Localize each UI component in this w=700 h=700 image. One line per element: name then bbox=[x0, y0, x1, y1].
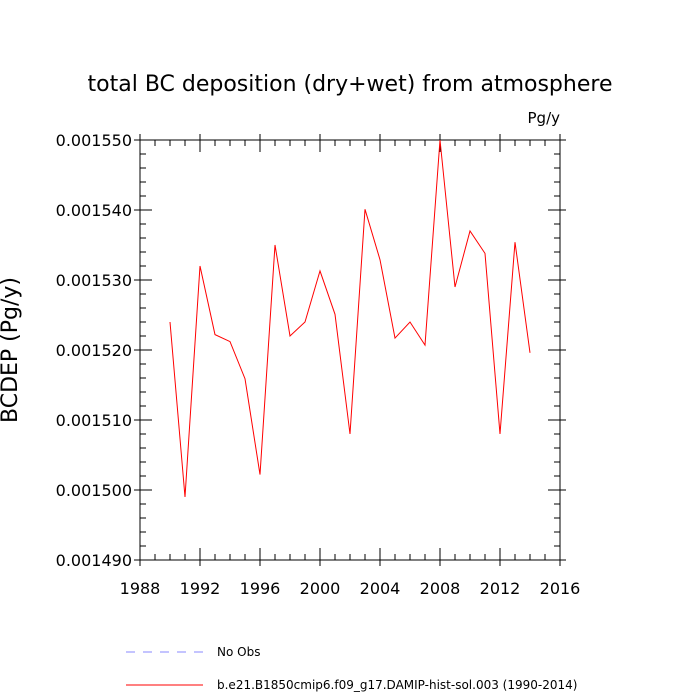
x-tick-label: 1996 bbox=[240, 579, 281, 598]
y-tick-label: 0.001540 bbox=[56, 201, 132, 220]
x-tick-label: 2016 bbox=[540, 579, 581, 598]
series-group bbox=[169, 139, 531, 498]
y-tick-label: 0.001500 bbox=[56, 481, 132, 500]
y-tick-label: 0.001510 bbox=[56, 411, 132, 430]
x-tick-label: 2012 bbox=[480, 579, 521, 598]
x-tick-label: 1992 bbox=[180, 579, 221, 598]
chart-title: total BC deposition (dry+wet) from atmos… bbox=[88, 72, 613, 97]
x-tick-label: 1988 bbox=[120, 579, 161, 598]
units-label: Pg/y bbox=[528, 109, 561, 127]
plot-frame bbox=[139, 139, 561, 561]
legend-label: No Obs bbox=[217, 645, 260, 659]
x-tick-label: 2000 bbox=[300, 579, 341, 598]
x-tick-label: 2008 bbox=[420, 579, 461, 598]
series-line bbox=[169, 139, 531, 498]
y-tick-label: 0.001490 bbox=[56, 551, 132, 570]
legend-label: b.e21.B1850cmip6.f09_g17.DAMIP-hist-sol.… bbox=[217, 678, 577, 692]
axis-ticks: 1988 1992 1996 2000 2004 2008 2012 2016 0.001490… bbox=[56, 131, 581, 598]
y-tick-label: 0.001530 bbox=[56, 271, 132, 290]
y-axis-label: BCDEP (Pg/y) bbox=[0, 277, 23, 423]
plot-area: 1988 1992 1996 2000 2004 2008 2012 2016 0.001490… bbox=[56, 131, 581, 598]
legend: No Obs b.e21.B1850cmip6.f09_g17.DAMIP-his… bbox=[126, 645, 577, 692]
y-tick-label: 0.001550 bbox=[56, 131, 132, 150]
y-tick-label: 0.001520 bbox=[56, 341, 132, 360]
x-tick-label: 2004 bbox=[360, 579, 401, 598]
